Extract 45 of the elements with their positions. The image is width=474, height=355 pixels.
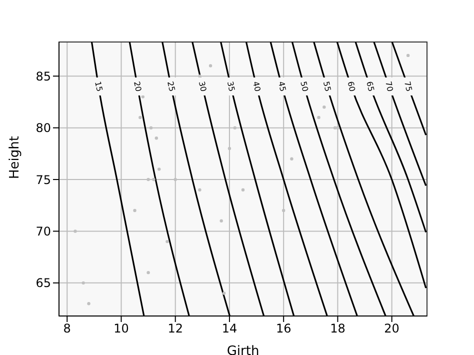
x-tick-label: 8 [63,322,71,336]
point [149,126,153,130]
point [317,116,320,120]
point [82,281,85,285]
point [154,136,158,140]
point [166,240,169,244]
point [87,302,90,306]
point [152,178,156,182]
line-series [354,42,427,234]
point [158,168,161,171]
point [220,219,223,222]
point [406,54,410,58]
point [198,74,202,78]
point [282,208,286,212]
point [146,270,150,274]
x-tick-label: 18 [330,322,346,336]
line-series [336,42,427,289]
point [228,146,232,150]
x-tick-label: 16 [276,322,292,336]
point [222,292,226,295]
y-tick-label: 75 [36,172,51,187]
y-tick-label: 85 [36,69,51,84]
y-tick-label: 70 [36,224,51,238]
point [141,95,144,98]
point [208,64,212,68]
x-tick-label: 20 [384,322,400,336]
point [174,178,177,182]
point [336,126,340,130]
x-tick-label: 14 [222,322,238,336]
point [233,126,236,130]
point [74,230,77,233]
point [290,157,294,160]
y-axis-title: Height [8,136,23,179]
point [138,116,142,120]
point [146,178,150,182]
x-tick-label: 10 [114,322,129,336]
x-axis-title: Girth [226,344,260,355]
point [241,188,245,192]
y-tick-label: 65 [36,276,51,290]
point [322,106,326,109]
point [333,126,337,130]
point [133,208,136,212]
x-tick-label: 12 [168,322,183,336]
y-tick-label: 80 [36,121,51,136]
point [198,188,202,192]
